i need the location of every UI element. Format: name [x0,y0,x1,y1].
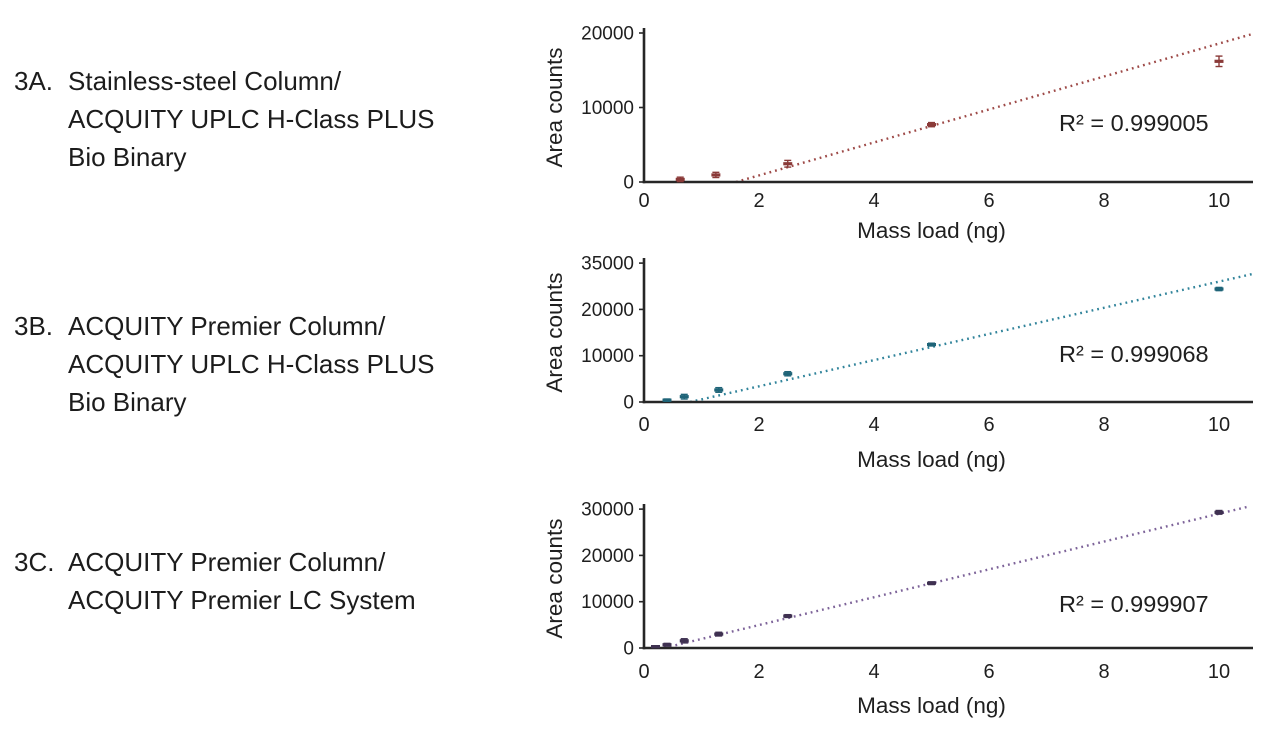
panel-label-3a: 3A. Stainless-steel Column/ ACQUITY UPLC… [14,62,435,176]
panel-line: ACQUITY Premier Column/ [68,547,386,577]
x-tick-label: 2 [753,414,764,436]
panel-line: ACQUITY UPLC H-Class PLUS [68,349,435,379]
x-tick-label: 8 [1098,190,1109,212]
data-point [675,177,685,181]
x-axis-title: Mass load (ng) [857,693,1006,718]
data-point [662,643,672,647]
y-tick-label: 20000 [581,24,634,45]
panel-line: Bio Binary [68,142,187,172]
data-point [662,398,672,402]
y-tick-label: 20000 [581,300,634,321]
y-tick-label: 0 [623,173,634,194]
y-axis-title: Area counts [542,47,567,167]
y-tick-label: 30000 [581,500,634,521]
data-point [1214,287,1224,291]
x-tick-label: 2 [753,190,764,212]
panel-line: ACQUITY Premier LC System [68,585,416,615]
panel-label-3c: 3C. ACQUITY Premier Column/ ACQUITY Prem… [14,543,416,619]
data-point [679,395,689,399]
data-point [927,581,936,585]
x-tick-label: 10 [1208,661,1230,683]
y-axis-title: Area counts [542,519,567,639]
panel-line: ACQUITY Premier Column/ [68,311,386,341]
panel-text-3c: ACQUITY Premier Column/ ACQUITY Premier … [68,543,416,619]
panel-text-3b: ACQUITY Premier Column/ ACQUITY UPLC H-C… [68,307,435,421]
x-tick-label: 0 [638,661,649,683]
data-point [1214,59,1224,63]
x-tick-label: 4 [868,190,879,212]
x-tick-label: 2 [753,661,764,683]
r2-annotation: R² = 0.999068 [1059,341,1209,367]
chart-3c-premier-column-premier-lc: 0 10000 20000 30000 0 2 4 6 8 10 Mass load (ng) Are… [542,500,1253,718]
x-tick-label: 6 [983,414,994,436]
panel-prefix-3b: 3B. [14,311,54,341]
chart-3a-stainless-steel-hclass: 0 10000 20000 0 2 4 6 8 10 Mass load (ng) Area cou… [542,24,1253,243]
x-axis-title: Mass load (ng) [857,447,1006,472]
panel-label-3b: 3B. ACQUITY Premier Column/ ACQUITY UPLC… [14,307,435,421]
r2-annotation: R² = 0.999005 [1059,110,1209,136]
x-tick-label: 4 [868,414,879,436]
x-tick-label: 8 [1098,661,1109,683]
y-tick-label: 35000 [581,254,634,275]
y-tick-label: 10000 [581,592,634,613]
x-tick-label: 8 [1098,414,1109,436]
r2-annotation: R² = 0.999907 [1059,591,1209,617]
x-tick-label: 4 [868,661,879,683]
data-point [714,388,724,392]
y-axis-title: Area counts [542,273,567,393]
panel-line: ACQUITY UPLC H-Class PLUS [68,104,435,134]
x-axis-title: Mass load (ng) [857,218,1006,243]
x-tick-label: 0 [638,414,649,436]
data-point [783,372,793,376]
trendline [689,272,1254,404]
data-point [711,173,721,177]
trendline [663,505,1249,650]
x-tick-label: 6 [983,661,994,683]
chart-3b-premier-column-hclass: 0 10000 20000 35000 0 2 4 6 8 10 Mass load (ng) Are… [542,254,1254,472]
panel-line: Bio Binary [68,387,187,417]
y-tick-label: 10000 [581,346,634,367]
y-tick-label: 20000 [581,546,634,567]
data-point [1214,510,1224,514]
data-point [927,123,936,127]
y-tick-label: 0 [623,393,634,414]
x-tick-label: 10 [1208,414,1230,436]
trendline [735,33,1251,184]
data-point [783,162,793,166]
data-point [714,632,724,636]
y-tick-label: 10000 [581,98,634,119]
y-tick-label: 0 [623,639,634,660]
panel-prefix-3a: 3A. [14,66,54,96]
x-tick-label: 10 [1208,190,1230,212]
x-tick-label: 0 [638,190,649,212]
x-tick-label: 6 [983,190,994,212]
panel-text-3a: Stainless-steel Column/ ACQUITY UPLC H-C… [68,62,435,176]
data-point [783,614,793,618]
data-point [679,639,689,643]
panel-line: Stainless-steel Column/ [68,66,342,96]
panel-prefix-3c: 3C. [14,547,55,577]
data-point [651,645,660,649]
data-point [927,342,936,347]
